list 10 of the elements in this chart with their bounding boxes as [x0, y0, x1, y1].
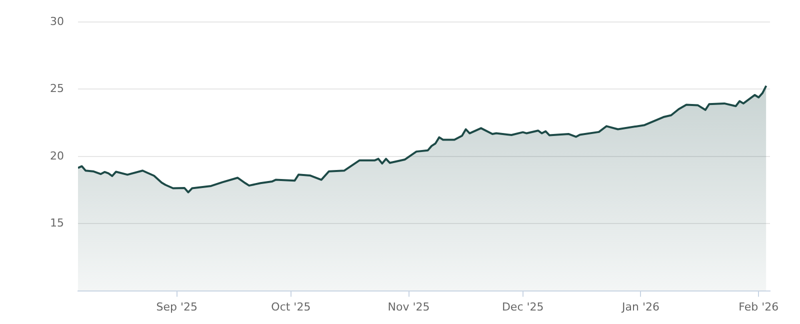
y-tick-label: 30	[50, 14, 64, 28]
x-tick-label: Sep '25	[156, 300, 198, 314]
y-tick-label: 20	[50, 149, 64, 162]
x-tick-label: Jan '26	[620, 300, 660, 314]
y-tick-label: 25	[50, 82, 64, 96]
x-tick-label: Oct '25	[271, 300, 311, 314]
x-tick-label: Feb '26	[738, 300, 779, 314]
x-tick-label: Nov '25	[388, 300, 430, 314]
y-tick-label: 15	[50, 216, 64, 230]
x-tick-label: Dec '25	[502, 300, 544, 314]
